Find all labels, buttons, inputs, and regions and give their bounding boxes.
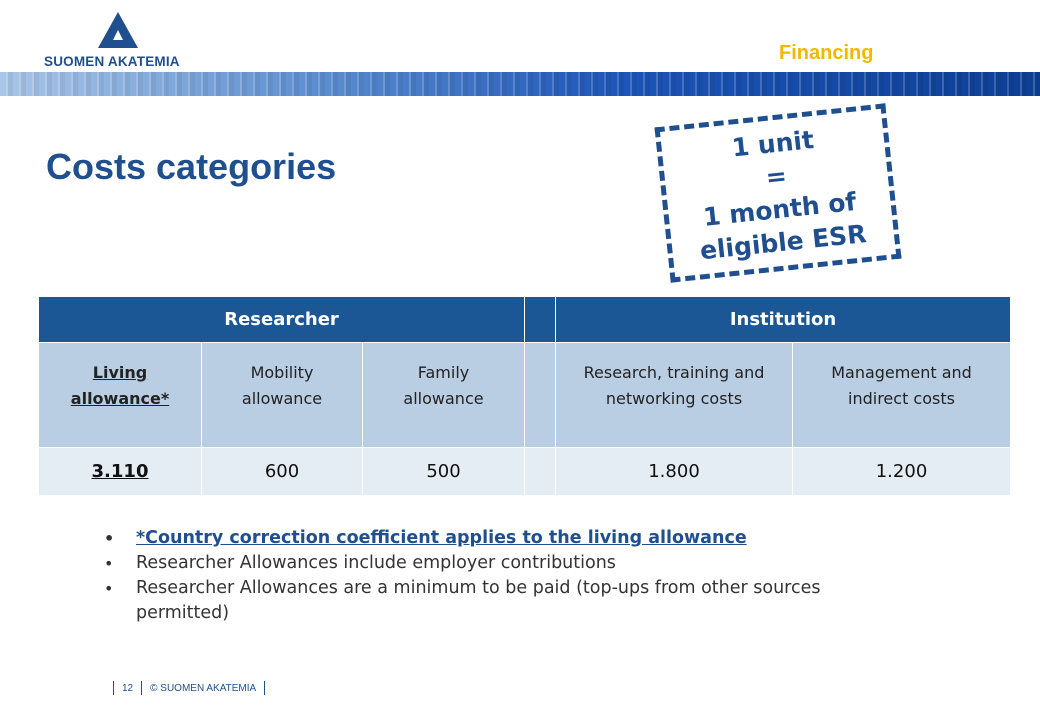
column-header-line: Family [417, 363, 470, 382]
column-header-living-allowance: Living allowance* [38, 342, 202, 448]
note-item: Researcher Allowances include employer c… [104, 551, 824, 576]
spacer-cell [524, 447, 556, 496]
footer-copyright: © SUOMEN AKATEMIA [150, 682, 257, 694]
value-mobility-allowance: 600 [201, 447, 363, 496]
group-header-institution: Institution [555, 296, 1011, 343]
logo-triangle-icon [98, 12, 138, 48]
value-family-allowance: 500 [362, 447, 525, 496]
column-header-line: Mobility [250, 363, 314, 382]
page-number: 12 [122, 682, 134, 694]
value-management-costs: 1.200 [792, 447, 1011, 496]
table-value-row: 3.110 600 500 1.800 1.200 [38, 447, 1011, 496]
table-column-header-row: Living allowance* Mobility allowance Fam… [38, 342, 1011, 448]
column-header-line: networking costs [605, 389, 743, 408]
header-stripe [0, 72, 1040, 96]
column-header-line: allowance [403, 389, 484, 408]
column-header-mobility-allowance: Mobility allowance [201, 342, 363, 448]
column-header-research-costs: Research, training and networking costs [555, 342, 793, 448]
spacer-cell [524, 296, 556, 343]
value-living-allowance: 3.110 [38, 447, 202, 496]
unit-box-line-2: = [764, 161, 789, 193]
table-group-header-row: Researcher Institution [38, 296, 1011, 343]
unit-definition-box: 1 unit = 1 month of eligible ESR [654, 103, 902, 283]
column-header-line: allowance* [70, 389, 170, 408]
unit-box-line-1: 1 unit [730, 125, 816, 163]
footer-divider [113, 681, 114, 695]
section-label: Financing [779, 42, 874, 64]
footer-divider [264, 681, 266, 695]
column-header-line: allowance [241, 389, 323, 408]
value-research-costs: 1.800 [555, 447, 793, 496]
note-item: Researcher Allowances are a minimum to b… [104, 576, 824, 626]
group-header-researcher: Researcher [38, 296, 525, 343]
column-header-line: Research, training and [583, 363, 765, 382]
column-header-family-allowance: Family allowance [362, 342, 525, 448]
spacer-cell [524, 342, 556, 448]
page-title: Costs categories [46, 146, 337, 187]
note-item: *Country correction coefficient applies … [104, 526, 824, 551]
logo-text: SUOMEN AKATEMIA [44, 54, 180, 69]
cost-categories-table: Researcher Institution Living allowance*… [38, 296, 1011, 496]
logo: SUOMEN AKATEMIA [44, 10, 194, 69]
column-header-management-costs: Management and indirect costs [792, 342, 1011, 448]
column-header-line: Management and [831, 363, 972, 382]
notes-list: *Country correction coefficient applies … [104, 526, 824, 626]
column-header-line: Living [92, 363, 148, 382]
column-header-line: indirect costs [848, 389, 955, 408]
footer-divider [141, 681, 143, 695]
footer: 12 © SUOMEN AKATEMIA [105, 680, 273, 696]
